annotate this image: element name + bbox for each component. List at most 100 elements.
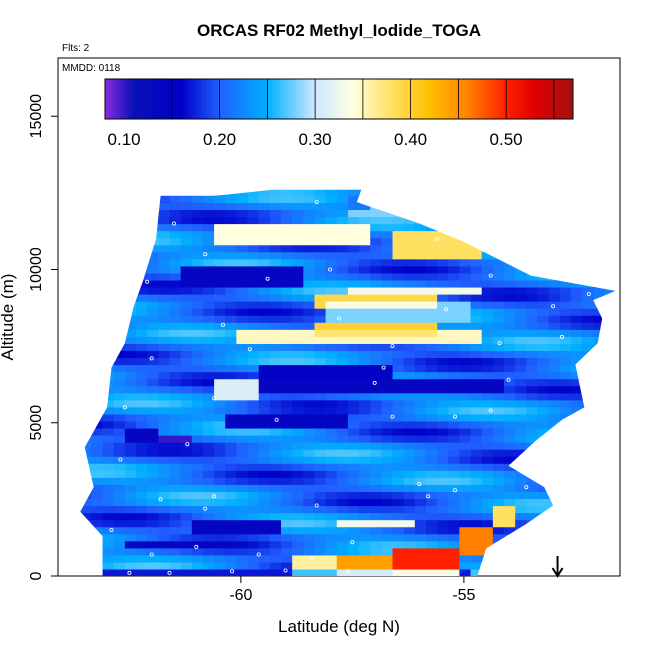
heatmap-cell [492, 505, 505, 514]
heatmap-cell [158, 505, 171, 514]
heatmap-cell [281, 392, 293, 401]
heatmap-cell [113, 350, 126, 359]
heatmap-cell [548, 399, 561, 408]
heatmap-cell [548, 294, 561, 302]
heatmap-cell [414, 336, 427, 344]
heatmap-cell [381, 554, 394, 563]
heatmap-cell [425, 498, 438, 507]
heatmap-cell [425, 477, 438, 485]
heatmap-cell [124, 463, 137, 471]
heatmap-cell [269, 336, 282, 344]
heatmap-cell [236, 498, 249, 507]
heatmap-cell [124, 533, 137, 542]
heatmap-cell [292, 209, 304, 218]
sample-point [350, 540, 355, 545]
heatmap-cell [347, 505, 360, 514]
heatmap-cell [559, 357, 572, 366]
heatmap-cell [548, 350, 561, 359]
heatmap-cell [325, 258, 338, 267]
colorbar-cell [319, 79, 324, 119]
heatmap-cell [392, 463, 405, 471]
heatmap-cell [214, 364, 226, 373]
heatmap-cell [370, 540, 382, 549]
heatmap-cell [336, 477, 349, 485]
heatmap-cell [481, 301, 494, 309]
heatmap-cell [303, 209, 316, 218]
heatmap-cell [258, 463, 271, 471]
heatmap-cell [158, 477, 171, 485]
heatmap-cell [191, 427, 204, 436]
heatmap-cell [136, 392, 148, 401]
heatmap-cell [448, 470, 461, 478]
heatmap-cell [515, 357, 527, 366]
heatmap-cell [136, 498, 148, 507]
heatmap-cell [481, 279, 494, 288]
heatmap-cell [325, 442, 338, 450]
heatmap-cell [504, 484, 516, 492]
heatmap-cell [191, 498, 204, 507]
heatmap-cell [325, 427, 338, 436]
heatmap-cell [281, 244, 293, 253]
heatmap-cell [147, 456, 159, 464]
heatmap-cell [370, 561, 382, 570]
heatmap-cell [559, 385, 572, 394]
heatmap-cell [392, 477, 405, 485]
heatmap-cell [492, 526, 505, 535]
heatmap-cell [225, 470, 238, 478]
heatmap-cell [403, 230, 416, 239]
heatmap-cell [191, 315, 204, 323]
heatmap-cell [136, 526, 148, 535]
heatmap-cell [526, 413, 539, 422]
heatmap-cell [381, 315, 394, 323]
heatmap-cell [481, 350, 494, 359]
heatmap-cell [537, 315, 550, 323]
heatmap-cell [470, 413, 483, 422]
colorbar-cell [241, 79, 246, 119]
heatmap-cell [258, 294, 271, 302]
heatmap-cell [147, 413, 159, 422]
heatmap-cell [169, 294, 182, 302]
heatmap-cell [359, 216, 371, 225]
heatmap-cell [414, 547, 427, 556]
heatmap-cell [169, 519, 182, 528]
heatmap-cell [492, 329, 505, 337]
heatmap-cell [504, 385, 516, 394]
heatmap-cell [269, 427, 282, 436]
colorbar-cell [530, 79, 535, 119]
heatmap-cell [247, 392, 260, 401]
heatmap-cell [225, 463, 238, 471]
colorbar-cell [323, 79, 328, 119]
heatmap-cell [292, 406, 304, 415]
heatmap-cell [448, 343, 461, 352]
heatmap-cell [169, 308, 182, 316]
heatmap-cell [347, 195, 360, 203]
heatmap-cell [303, 547, 316, 556]
heatmap-cell [359, 230, 371, 239]
heatmap-cell [269, 195, 282, 203]
heatmap-cell [481, 442, 494, 450]
heatmap-cell [236, 392, 249, 401]
heatmap-cell [247, 470, 260, 478]
heatmap-cell [158, 336, 171, 344]
colorbar-cell [381, 79, 387, 119]
heatmap-cell [158, 392, 171, 401]
heatmap-cell [180, 435, 193, 443]
heatmap-cell [537, 294, 550, 302]
colorbar-cell [561, 79, 566, 119]
colorbar-cell [128, 79, 133, 119]
heatmap-cell [347, 470, 360, 478]
heatmap-cell [202, 392, 215, 401]
heatmap-cell [281, 223, 293, 232]
heatmap-cell [180, 343, 193, 352]
heatmap-cell [325, 350, 338, 359]
heatmap-cell [470, 427, 483, 436]
colorbar-cell [545, 79, 551, 119]
heatmap-cell [258, 371, 271, 380]
heatmap-cell [448, 357, 461, 366]
heatmap-cell [202, 230, 215, 239]
heatmap-cell [437, 470, 449, 478]
heatmap-cell [314, 533, 327, 542]
heatmap-cell [113, 512, 126, 521]
heatmap-cell [202, 378, 215, 387]
heatmap-cell [191, 301, 204, 309]
